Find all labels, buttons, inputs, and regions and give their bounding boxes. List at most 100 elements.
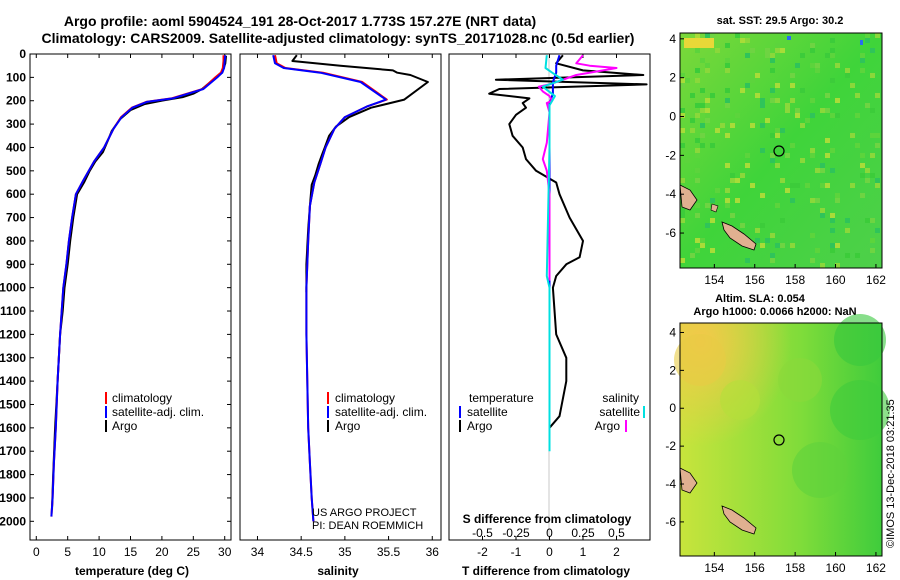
temperature-xlabel: temperature (deg C) [75,564,189,578]
sst-pixel [735,198,740,203]
sst-pixel [765,238,770,243]
sst-pixel [870,248,875,253]
sst-pixel [845,68,850,73]
sst-pixel [770,88,775,93]
sst-pixel [680,208,685,213]
y-tick-label: 700 [6,211,26,225]
sst-pixel [725,88,730,93]
sst-pixel [775,43,780,48]
temperature-x-tick-label: 30 [218,545,232,559]
sst-pixel [710,93,715,98]
sst-pixel [795,108,800,113]
sst-pixel [787,36,791,40]
sst-pixel [750,78,755,83]
credit-line2: PI: DEAN ROEMMICH [312,520,423,532]
coastline-island [679,184,698,211]
sst-pixel [760,243,765,248]
sst-pixel [875,133,880,138]
sla-blob [830,380,890,440]
sst-pixel [755,73,760,78]
series-line-salinity-argo [537,54,618,281]
sst-pixel [835,243,840,248]
sst-pixel [700,133,705,138]
sst-pixel [815,63,820,68]
difference-x-tick-label: 1 [580,545,587,559]
sst-pixel [760,98,765,103]
sst-pixel [860,173,865,178]
sst-pixel [725,103,730,108]
temperature-x-tick-label: 25 [187,545,201,559]
sst-pixel [690,253,695,258]
sst-pixel [775,163,780,168]
sst-pixel [685,78,690,83]
sst-pixel [810,113,815,118]
map-y-tick-label: -2 [665,148,676,162]
difference-x-tick-label: -1 [511,545,522,559]
s-diff-tick-label: -0.25 [502,526,530,540]
sst-pixel [835,98,840,103]
sla-blob [778,358,822,402]
sst-pixel [695,213,700,218]
sst-pixel [810,148,815,153]
map-x-tick-label: 162 [866,561,886,575]
sst-pixel [860,40,863,45]
sst-pixel [695,68,700,73]
sst-pixel [735,33,740,38]
y-tick-label: 1100 [0,304,26,318]
sst-pixel [695,248,700,253]
map-y-tick-label: 4 [669,325,676,339]
sst-pixel [865,103,870,108]
sst-pixel [735,178,740,183]
sst-pixel [695,178,700,183]
sst-pixel [740,223,745,228]
sst-pixel [845,228,850,233]
sst-pixel [725,133,730,138]
sst-pixel [795,183,800,188]
sst-pixel [780,243,785,248]
map-y-tick-label: 0 [669,401,676,415]
sst-pixel [790,198,795,203]
s-diff-tick-label: -0.5 [472,526,493,540]
sst-pixel [760,123,765,128]
sst-pixel [720,123,725,128]
difference-panel: -2 -1 0 1 2 -0.5 -0.25 0 0.25 0.5 T difference f… [448,53,651,578]
map-x-tick-label: 156 [745,273,765,287]
figure-title-line1: Argo profile: aoml 5904524_191 28-Oct-20… [64,13,536,29]
sst-pixel [710,33,715,38]
sst-pixel [860,193,865,198]
sst-pixel [865,218,870,223]
legend-label-s-argo: Argo [595,419,621,433]
y-tick-label: 600 [6,187,26,201]
sst-pixel [725,163,730,168]
sst-pixel [830,228,835,233]
copyright-footer: ©IMOS 13-Dec-2018 03:21:35 [885,399,897,548]
temperature-x-tick-label: 10 [92,545,106,559]
sst-pixel [705,223,710,228]
sst-pixel [730,178,735,183]
sst-pixel [825,108,830,113]
sst-pixel [870,108,875,113]
sst-pixel [680,73,685,78]
sst-pixel [700,103,705,108]
sst-pixel [725,188,730,193]
sst-pixel [770,68,775,73]
sst-pixel [845,253,850,258]
sst-pixel [835,63,840,68]
difference-x-axis: -2 -1 0 1 2 [477,54,620,559]
sst-pixel [860,53,865,58]
y-tick-label: 300 [6,117,26,131]
legend-label-climatology: climatology [335,391,395,405]
sst-map-axes: 154 156 158 160 162 4 2 0 -2 -4 -6 [665,32,886,287]
sst-pixel [830,113,835,118]
sst-pixel [800,88,805,93]
sst-pixel [845,73,850,78]
sst-pixel [700,243,705,248]
y-tick-label: 2000 [0,514,26,528]
sst-pixel [800,53,805,58]
sst-pixel [695,138,700,143]
temperature-axes-frame [29,53,232,541]
sla-map-axes: 154 156 158 160 162 4 2 0 -2 -4 -6 [665,325,886,575]
sst-pixel [770,158,775,163]
sst-pixel [775,98,780,103]
sst-pixel [810,198,815,203]
